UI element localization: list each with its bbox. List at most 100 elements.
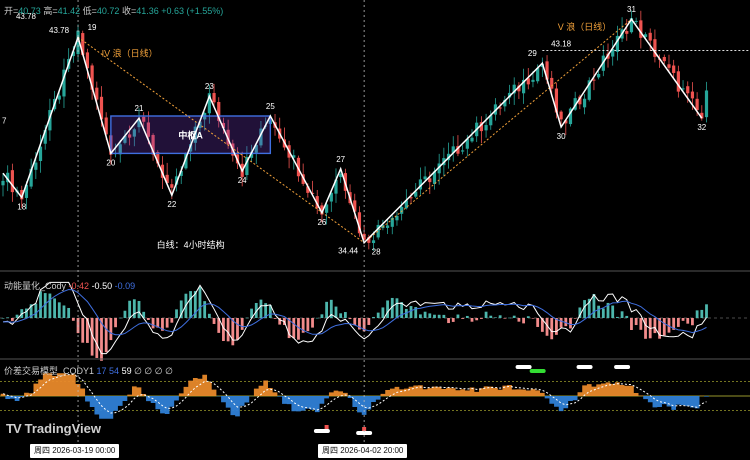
candle-body — [432, 171, 437, 184]
candle — [118, 139, 122, 163]
candle-body — [470, 137, 474, 142]
macd-bar — [686, 318, 690, 324]
macd-slow-line — [2, 289, 707, 336]
macd-bar — [57, 302, 61, 318]
candle — [521, 68, 526, 104]
candle-body — [667, 64, 671, 68]
candle — [1, 173, 5, 197]
candle-body — [10, 170, 14, 193]
candle-body — [292, 155, 296, 158]
macd-bar — [15, 314, 19, 318]
macd-bar — [245, 317, 249, 319]
candle — [29, 158, 33, 189]
candle — [151, 133, 155, 161]
candle — [184, 152, 188, 170]
candle-body — [99, 96, 104, 120]
candle — [357, 206, 362, 237]
candle — [390, 215, 394, 235]
macd-bar — [146, 318, 150, 320]
wave5-label: V 浪（日线） — [558, 21, 612, 32]
macd-title-bar[interactable]: 动能量化_Cody -0.42 -0.50 -0.09 — [4, 279, 135, 292]
macd-bar — [447, 318, 450, 324]
candle — [550, 70, 554, 97]
macd-bar — [264, 303, 268, 318]
macd-bar — [114, 318, 117, 328]
candle-body — [90, 65, 94, 90]
osc-title-bar[interactable]: 价差交易模型_CODY1 17 54 59 ∅ ∅ ∅ ∅ — [4, 364, 173, 377]
candle-body — [451, 146, 455, 153]
macd-bar — [250, 308, 253, 318]
price-pane[interactable]: 中枢A 18 19 20 21 22 23 24 25 26 27 28 29 30 31 32 43.78 43… — [1, 5, 750, 257]
candle-body — [400, 206, 404, 214]
macd-bar — [353, 318, 357, 326]
macd-bar — [151, 318, 155, 329]
candle-body — [189, 144, 193, 152]
candle-body — [357, 212, 362, 234]
candle — [207, 84, 211, 124]
candle-body — [625, 31, 629, 34]
candle — [597, 71, 601, 80]
candle-body — [423, 176, 427, 180]
candle — [573, 91, 577, 111]
macd-bar — [498, 315, 502, 318]
wave-label-20: 20 — [106, 158, 115, 167]
candle-body — [404, 200, 408, 209]
candle — [564, 118, 568, 136]
candle-body — [128, 134, 132, 138]
candle-body — [437, 163, 441, 174]
macd-bar — [161, 318, 164, 331]
candle — [315, 189, 319, 215]
structure-caption: 白线：4小时结构 — [157, 239, 225, 250]
candle-body — [245, 157, 249, 176]
macd-bar — [658, 318, 661, 339]
macd-bar — [301, 318, 305, 333]
price-label-high-a: 43.78 — [16, 12, 37, 21]
macd-bar — [630, 318, 633, 331]
macd-bar — [615, 316, 619, 318]
macd-bar — [550, 318, 554, 340]
macd-bar — [128, 300, 132, 318]
candle-body — [132, 129, 136, 137]
macd-bar — [606, 302, 610, 318]
macd-bar — [578, 307, 582, 318]
candle — [10, 163, 14, 202]
candle — [639, 10, 643, 49]
candle-body — [207, 93, 211, 114]
candle-body — [634, 20, 638, 22]
candle-body — [503, 99, 507, 107]
macd-bar — [639, 318, 643, 330]
candle-body — [38, 146, 43, 161]
candle — [629, 10, 634, 34]
candle — [620, 17, 624, 42]
close-label: 收= — [121, 6, 137, 16]
macd-bar — [601, 308, 605, 318]
macd-pane[interactable] — [0, 281, 750, 361]
candle — [221, 117, 226, 134]
candle-body — [367, 237, 371, 243]
wave-label-19: 19 — [88, 23, 97, 32]
oscillator-pane[interactable] — [0, 365, 750, 435]
macd-bar — [672, 318, 676, 330]
candle-body — [95, 87, 99, 100]
candle — [418, 167, 423, 195]
macd-bar — [292, 318, 296, 339]
candle-body — [582, 98, 587, 108]
osc-sell-dot-2 — [362, 427, 367, 431]
macd-bar — [156, 318, 160, 328]
high-label: 高= — [43, 6, 58, 16]
candle-body — [249, 151, 254, 158]
candle-body — [137, 119, 141, 128]
candle — [484, 113, 488, 138]
macd-bar — [625, 315, 629, 318]
candle-body — [329, 192, 333, 202]
high-value: 41.42 — [57, 6, 81, 16]
macd-bar — [86, 318, 89, 343]
trend-line-0 — [77, 36, 365, 244]
candle-body — [48, 110, 52, 131]
macd-bar — [343, 312, 347, 318]
macd-bar — [132, 299, 136, 318]
macd-bar — [203, 301, 207, 318]
macd-bar — [268, 305, 272, 318]
macd-bar — [137, 300, 141, 318]
